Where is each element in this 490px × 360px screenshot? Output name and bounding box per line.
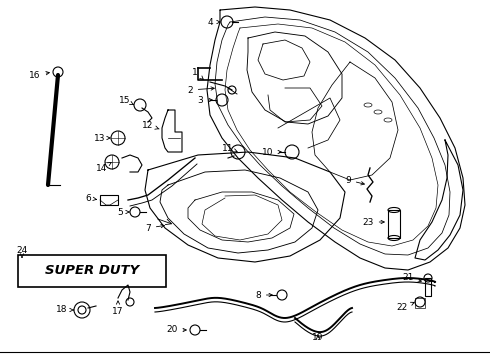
- Text: 13: 13: [94, 134, 110, 143]
- Text: 12: 12: [142, 121, 159, 130]
- Text: 1: 1: [192, 68, 203, 80]
- Text: 7: 7: [145, 224, 164, 233]
- Text: 3: 3: [197, 95, 212, 104]
- Text: 15: 15: [119, 95, 134, 105]
- Text: 18: 18: [56, 306, 74, 315]
- Bar: [415, 298, 425, 308]
- Text: 23: 23: [362, 217, 384, 226]
- Text: SUPER DUTY: SUPER DUTY: [45, 265, 139, 278]
- Text: 10: 10: [262, 148, 281, 157]
- Text: 11: 11: [222, 144, 237, 153]
- Text: 4: 4: [207, 18, 220, 27]
- Text: 14: 14: [97, 162, 111, 172]
- Text: 20: 20: [166, 325, 186, 334]
- Text: 5: 5: [117, 207, 129, 216]
- Text: 2: 2: [187, 86, 214, 95]
- Text: 8: 8: [255, 291, 272, 300]
- Text: 17: 17: [112, 301, 124, 316]
- Text: 9: 9: [345, 176, 365, 185]
- Bar: [425, 278, 431, 296]
- Text: 19: 19: [312, 333, 324, 342]
- Text: 6: 6: [85, 194, 97, 202]
- Text: 21: 21: [402, 274, 421, 283]
- Text: 22: 22: [396, 302, 414, 312]
- Bar: [18, 255, 166, 287]
- Text: 16: 16: [29, 71, 49, 80]
- Bar: [388, 210, 400, 238]
- Text: 24: 24: [16, 246, 27, 257]
